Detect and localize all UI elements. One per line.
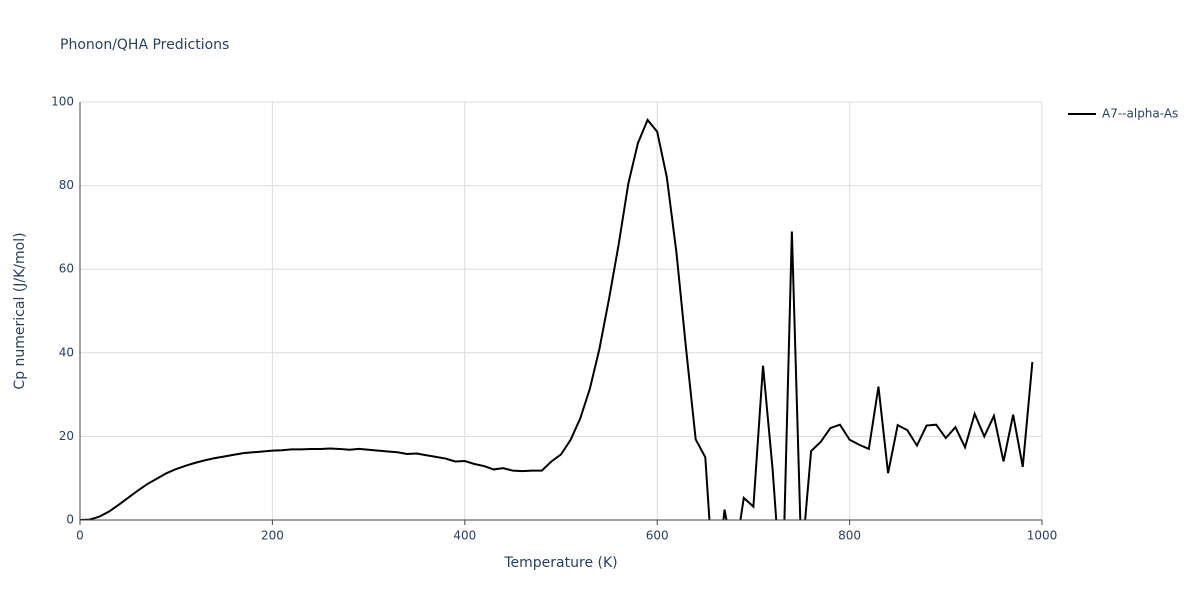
y-axis-title: Cp numerical (J/K/mol) [12, 232, 28, 389]
x-tick-label: 200 [261, 529, 284, 543]
data-line [80, 118, 1034, 520]
y-tick-label: 80 [59, 178, 74, 192]
legend-label[interactable]: A7--alpha-As [1102, 107, 1178, 121]
x-tick-label: 0 [76, 529, 84, 543]
y-tick-label: 60 [59, 262, 74, 276]
y-tick-label: 40 [59, 345, 74, 359]
x-axis-title: Temperature (K) [503, 555, 617, 571]
x-tick-label: 800 [838, 529, 861, 543]
x-tick-label: 1000 [1027, 529, 1058, 543]
x-tick-label: 400 [453, 529, 476, 543]
x-tick-label: 600 [646, 529, 669, 543]
grid [79, 101, 1043, 521]
y-tick-label: 20 [59, 429, 74, 443]
plot-area [80, 118, 1034, 520]
y-tick-label: 100 [51, 95, 74, 109]
y-tick-label: 0 [66, 513, 74, 527]
chart-title: Phonon/QHA Predictions [60, 37, 229, 53]
